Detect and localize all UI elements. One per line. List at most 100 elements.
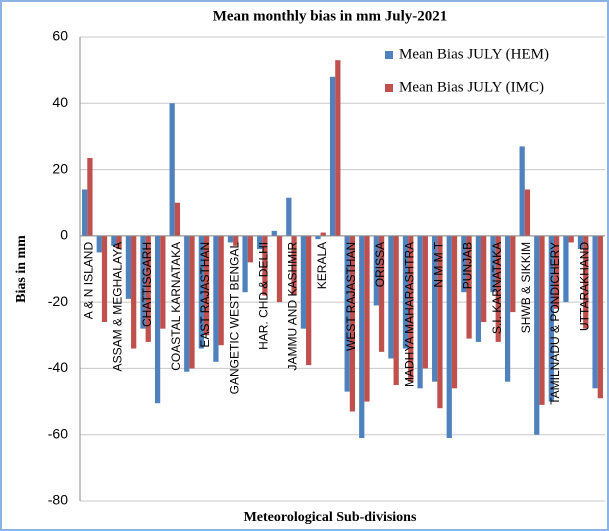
chart-title: Mean monthly bias in mm July-2021 xyxy=(213,8,448,24)
bar xyxy=(140,235,146,329)
bar xyxy=(373,235,379,306)
bar xyxy=(495,235,501,342)
bar xyxy=(111,235,117,246)
x-tick-label: ORISSA xyxy=(373,242,387,287)
bar xyxy=(393,235,399,385)
bar xyxy=(475,235,482,342)
bar xyxy=(583,235,589,329)
bar xyxy=(306,235,312,366)
bar xyxy=(160,235,166,329)
bar xyxy=(291,235,297,296)
bar xyxy=(262,235,268,296)
bar xyxy=(329,76,336,236)
bar xyxy=(437,235,443,409)
bar xyxy=(432,235,438,382)
bar xyxy=(490,235,496,293)
bar xyxy=(364,235,370,402)
bar xyxy=(315,235,321,240)
bar xyxy=(422,235,428,369)
bar xyxy=(408,235,414,382)
bar xyxy=(198,235,204,349)
bar xyxy=(169,103,175,236)
y-tick-label: -20 xyxy=(48,293,68,309)
y-tick-label: 60 xyxy=(52,28,68,44)
bar xyxy=(519,146,525,236)
bar xyxy=(539,235,545,405)
bar xyxy=(335,60,341,236)
bar xyxy=(87,157,93,236)
bar xyxy=(417,235,423,389)
bar xyxy=(189,235,195,369)
x-tick-label: N M M T xyxy=(431,241,445,287)
bar xyxy=(388,235,394,359)
x-tick-label: HAR. CHD & DELHI xyxy=(256,242,270,350)
bar xyxy=(96,235,102,253)
x-tick-label: A & N ISLAND xyxy=(81,242,95,320)
bar xyxy=(446,235,452,439)
bar xyxy=(125,235,132,299)
bar xyxy=(504,235,511,382)
bar xyxy=(145,235,151,342)
bar xyxy=(247,235,253,263)
bar xyxy=(344,235,350,392)
bar xyxy=(154,235,161,404)
x-tick-label: WEST RAJASTHAN xyxy=(344,242,358,351)
x-tick-label: TAMILNADU & PONDICHERY xyxy=(548,242,562,405)
x-tick-label: ASSAM & MEGHALAYA xyxy=(111,242,125,372)
bar xyxy=(213,235,219,362)
x-tick-label: PUNJAB xyxy=(461,242,475,289)
bar xyxy=(402,235,409,349)
y-tick-label: 0 xyxy=(60,227,68,243)
bar xyxy=(466,235,472,339)
bar xyxy=(451,235,458,389)
x-tick-label: UTTARAKHAND xyxy=(577,242,591,331)
bar xyxy=(184,235,190,372)
bar xyxy=(233,235,239,246)
y-tick-label: -60 xyxy=(48,425,68,441)
bar xyxy=(548,235,554,402)
x-tick-label: S.I. KARNATAKA xyxy=(490,242,504,334)
y-tick-label: 20 xyxy=(52,160,68,176)
bar xyxy=(577,235,584,250)
bar xyxy=(227,235,234,243)
bar xyxy=(461,235,467,293)
x-tick-label: CHATTISGARH xyxy=(140,242,154,327)
x-tick-label: SHWB & SIKKIM xyxy=(519,242,533,333)
bar xyxy=(481,235,487,323)
bar xyxy=(534,235,540,435)
legend-swatch xyxy=(385,51,393,59)
legend-label: Mean Bias JULY (HEM) xyxy=(399,46,549,62)
bar xyxy=(131,235,137,349)
bar xyxy=(524,189,531,236)
y-axis-title: Bias in mm xyxy=(14,235,29,303)
x-tick-label: KERALA xyxy=(315,242,329,289)
bar xyxy=(286,197,292,236)
bar xyxy=(378,235,385,352)
x-axis-title: Meteorological Sub-divisions xyxy=(244,510,417,525)
bar xyxy=(276,235,283,303)
y-tick-label: 40 xyxy=(52,94,68,110)
bar xyxy=(82,189,88,236)
x-tick-label: GANGETIC WEST BENGAL xyxy=(227,242,241,395)
bar xyxy=(218,235,224,346)
bar xyxy=(257,235,263,250)
bar xyxy=(271,230,277,236)
bar xyxy=(597,235,603,399)
bar xyxy=(510,235,516,313)
x-tick-label: JAMMU AND KASHMIR xyxy=(286,242,300,371)
legend-swatch xyxy=(385,84,393,92)
y-tick-label: -40 xyxy=(48,359,68,375)
bar xyxy=(174,202,181,236)
bar xyxy=(563,235,569,303)
legend-label: Mean Bias JULY (IMC) xyxy=(399,79,544,95)
bar xyxy=(349,235,356,412)
x-tick-label: EAST RAJASTHAN xyxy=(198,242,212,348)
bar xyxy=(553,235,560,309)
bar xyxy=(592,235,598,389)
bar xyxy=(359,235,365,439)
bar xyxy=(300,235,307,329)
x-tick-label: COASTAL KARNATAKA xyxy=(169,242,183,371)
bar xyxy=(320,232,326,236)
y-tick-label: -80 xyxy=(48,492,68,508)
